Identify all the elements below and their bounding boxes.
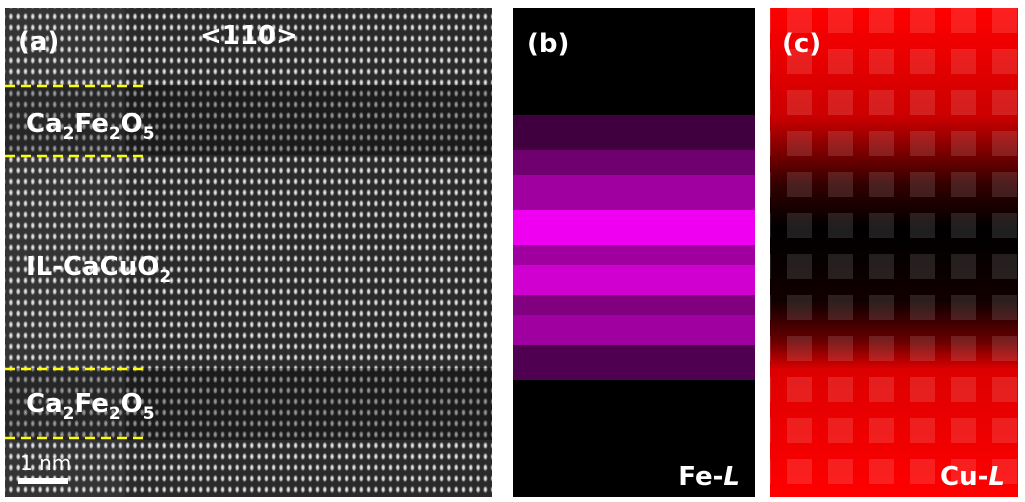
panel-a: (a) <110> Ca2Fe2O5 IL-CaCuO2 Ca2Fe2O5 1 … (5, 8, 492, 497)
band (513, 295, 755, 315)
layer-label: Ca2Fe2O5 (26, 389, 155, 424)
haadf-image (5, 8, 492, 497)
texture (770, 8, 1018, 497)
band (513, 315, 755, 345)
boundaries (5, 84, 145, 440)
layer-label: Ca2Fe2O5 (26, 109, 155, 144)
band (513, 150, 755, 175)
band (513, 115, 755, 150)
panel-label: (c) (782, 29, 821, 59)
element-label: Cu-L (940, 462, 1005, 492)
layer-band (5, 85, 492, 155)
element-label: Fe-L (678, 462, 740, 492)
band (513, 175, 755, 210)
layer-label: IL-CaCuO2 (26, 252, 171, 287)
panel-label: (b) (527, 29, 569, 59)
layer-band (5, 368, 492, 440)
band (513, 345, 755, 380)
shade (5, 8, 125, 497)
band (513, 210, 755, 245)
scale-bar-label: 1 nm (20, 451, 71, 475)
panel-label: (a) (18, 27, 59, 57)
scale-bar (18, 478, 68, 484)
panel-b: (b) Fe-L (513, 8, 755, 497)
panel-c: (c) Cu-L (770, 8, 1018, 497)
direction: <110> (200, 21, 298, 51)
band (513, 245, 755, 265)
band (513, 265, 755, 295)
